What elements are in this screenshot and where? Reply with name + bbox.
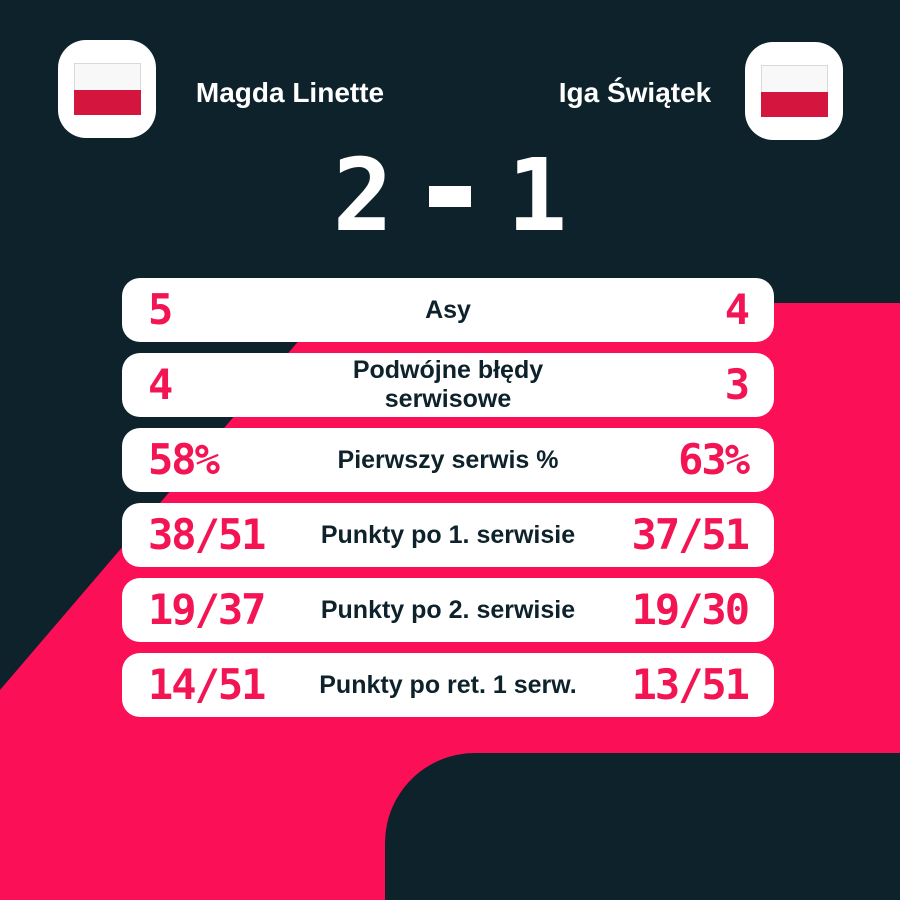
poland-flag-icon [760,65,828,117]
stat-value-right: 37/51 [631,510,750,559]
stat-value-left: 14/51 [148,660,266,709]
stat-row: 5 Asy 4 [122,278,774,342]
stat-value-left: 19/37 [148,585,266,634]
stats-rows: 5 Asy 4 4 Podwójne błędy serwisowe 3 58%… [122,278,774,728]
score-right: 1 [507,137,568,254]
stat-row: 58% Pierwszy serwis % 63% [122,428,774,492]
stat-value-left: 4 [148,360,173,409]
stat-label: Pierwszy serwis % [337,445,559,474]
poland-flag-icon [73,63,141,115]
stat-value-right: 63% [678,435,750,484]
flag-white-stripe [760,65,828,92]
stat-row: 4 Podwójne błędy serwisowe 3 [122,353,774,417]
stat-value-left: 58% [148,435,220,484]
player-left-flag-card [58,40,156,138]
stat-label: Punkty po 2. serwisie [320,595,576,624]
stat-value-left: 5 [148,285,173,334]
stat-value-left: 38/51 [148,510,266,559]
flag-red-stripe [760,91,828,117]
stat-label: Asy [425,295,471,324]
stat-row: 14/51 Punkty po ret. 1 serw. 13/51 [122,653,774,717]
score-separator [429,185,471,207]
stat-label: Punkty po 1. serwisie [320,520,576,549]
flag-white-stripe [73,63,141,90]
flag-red-stripe [73,89,141,115]
score-left: 2 [332,137,393,254]
player-right-name: Iga Świątek [558,77,712,108]
match-score: 2 1 [0,146,900,246]
bottom-right-dark-corner [385,753,900,900]
player-left-name: Magda Linette [195,77,385,108]
stat-value-right: 3 [724,360,750,409]
stat-value-right: 4 [724,285,750,334]
stat-row: 19/37 Punkty po 2. serwisie 19/30 [122,578,774,642]
stat-label: Punkty po ret. 1 serw. [319,670,577,699]
stat-value-right: 19/30 [631,585,750,634]
player-right-flag-card [745,42,843,140]
stat-label: Podwójne błędy serwisowe [352,356,544,413]
stat-row: 38/51 Punkty po 1. serwisie 37/51 [122,503,774,567]
stat-value-right: 13/51 [631,660,750,709]
